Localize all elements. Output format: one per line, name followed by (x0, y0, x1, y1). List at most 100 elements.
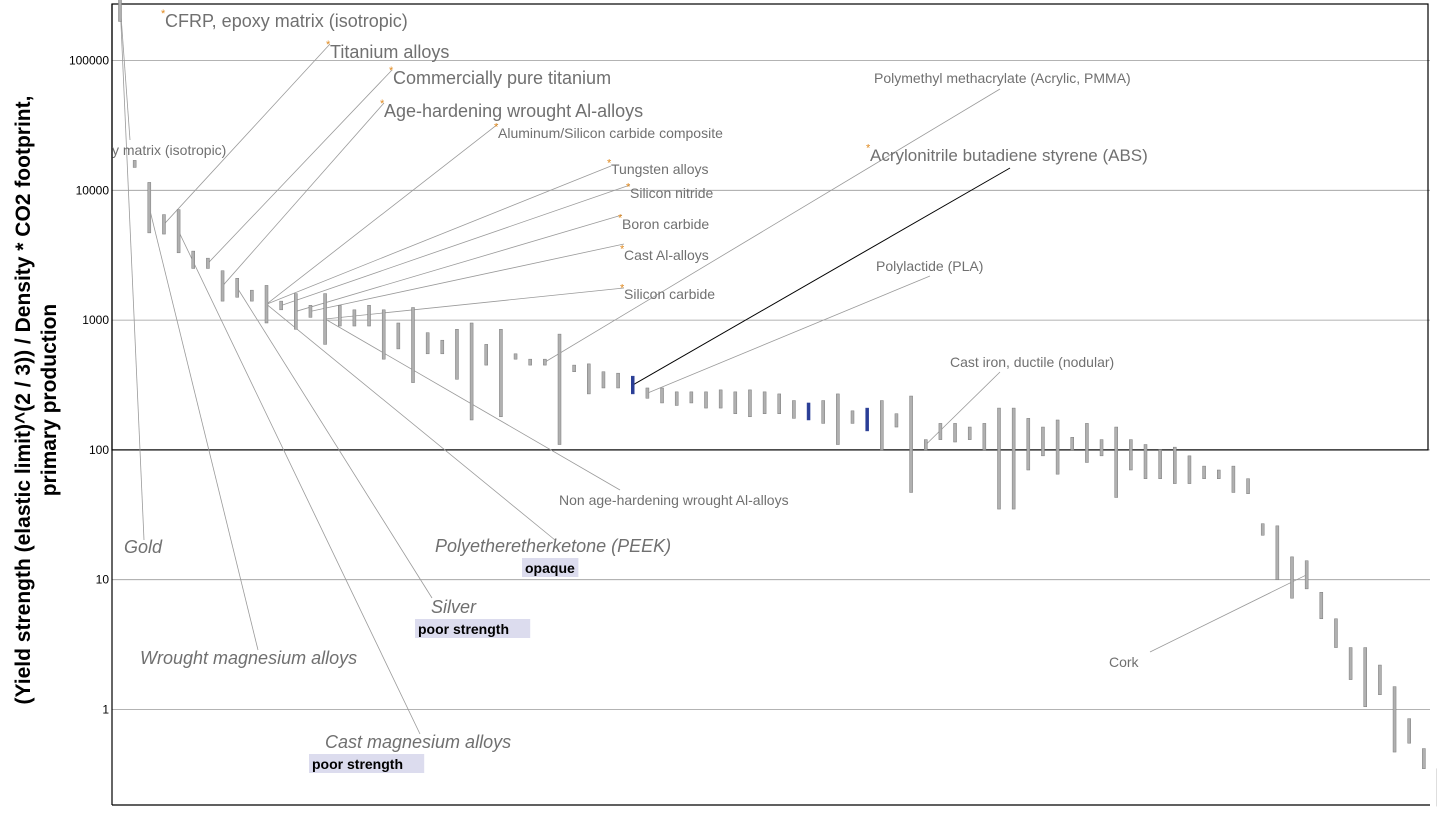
range-bar[interactable] (1055, 419, 1060, 475)
range-bar[interactable] (1114, 426, 1118, 498)
range-bar[interactable] (1304, 560, 1309, 590)
range-bar[interactable] (147, 182, 152, 234)
range-bar[interactable] (1231, 465, 1236, 493)
annotation-label[interactable]: Age-hardening wrought Al-alloys (384, 101, 643, 121)
range-bar[interactable] (323, 293, 327, 345)
range-bar[interactable] (733, 391, 738, 414)
range-bar[interactable] (865, 407, 869, 432)
range-bar[interactable] (1085, 423, 1089, 463)
range-bar[interactable] (220, 270, 225, 302)
annotation-label[interactable]: Silicon nitride (630, 185, 713, 201)
range-bar[interactable] (660, 387, 664, 404)
annotation-label[interactable]: Commercially pure titanium (393, 68, 611, 88)
range-bar[interactable] (909, 395, 913, 493)
range-bar[interactable] (1246, 478, 1250, 494)
range-bar[interactable] (748, 389, 752, 418)
range-bar[interactable] (338, 305, 342, 327)
range-bar[interactable] (1026, 418, 1031, 471)
range-bar[interactable] (1290, 556, 1294, 599)
range-bar[interactable] (850, 410, 855, 424)
annotation-label[interactable]: Silicon carbide (624, 286, 715, 302)
range-bar[interactable] (1378, 664, 1382, 695)
range-bar[interactable] (674, 391, 679, 406)
range-bar[interactable] (1070, 437, 1074, 451)
range-bar[interactable] (704, 391, 708, 409)
range-bar[interactable] (1275, 525, 1280, 580)
range-bar[interactable] (1202, 465, 1206, 479)
range-bar[interactable] (191, 250, 195, 269)
annotation-label[interactable]: Silver (431, 597, 477, 617)
annotation-label[interactable]: Cast iron, ductile (nodular) (950, 354, 1114, 370)
range-bar[interactable] (1260, 523, 1265, 536)
range-bar[interactable] (308, 305, 313, 318)
range-bar[interactable] (894, 413, 899, 428)
annotation-label[interactable]: CFRP, epoxy matrix (isotropic) (165, 11, 408, 31)
range-bar[interactable] (718, 389, 723, 409)
annotation-label[interactable]: Gold (124, 537, 163, 557)
annotation-label[interactable]: Aluminum/Silicon carbide composite (498, 125, 723, 141)
range-bar[interactable] (264, 285, 269, 324)
range-bar[interactable] (469, 322, 474, 421)
range-bar[interactable] (777, 393, 781, 414)
range-bar[interactable] (1334, 618, 1338, 648)
range-bar[interactable] (1099, 439, 1104, 457)
range-bar[interactable] (616, 372, 620, 389)
range-bar[interactable] (689, 391, 694, 404)
range-bar[interactable] (206, 257, 210, 269)
range-bar[interactable] (1422, 748, 1426, 769)
range-bar[interactable] (411, 307, 415, 383)
range-bar[interactable] (440, 339, 445, 355)
range-bar[interactable] (425, 332, 430, 355)
range-bar[interactable] (762, 391, 767, 414)
range-bar[interactable] (176, 209, 181, 254)
annotation-label[interactable]: Tungsten alloys (611, 161, 709, 177)
range-bar[interactable] (601, 371, 606, 389)
range-bar[interactable] (1129, 439, 1133, 471)
range-bar[interactable] (162, 214, 166, 235)
annotation-label[interactable]: y matrix (isotropic) (112, 142, 226, 158)
range-bar[interactable] (455, 329, 459, 380)
range-bar[interactable] (1011, 407, 1016, 510)
range-bar[interactable] (938, 423, 943, 440)
range-bar[interactable] (792, 400, 796, 419)
annotation-label[interactable]: Cast magnesium alloys (325, 732, 511, 752)
range-bar[interactable] (279, 300, 283, 311)
range-bar[interactable] (1363, 647, 1367, 707)
range-bar[interactable] (250, 289, 254, 302)
range-bar[interactable] (1158, 449, 1162, 479)
annotation-label[interactable]: Polyetheretherketone (PEEK) (435, 536, 671, 556)
range-bar[interactable] (484, 344, 488, 366)
range-bar[interactable] (1392, 686, 1397, 753)
range-bar[interactable] (982, 423, 987, 451)
range-bar[interactable] (924, 439, 928, 451)
range-bar[interactable] (880, 400, 884, 451)
annotation-label[interactable]: Cork (1109, 654, 1140, 670)
range-bar[interactable] (367, 305, 371, 327)
range-bar[interactable] (1217, 469, 1221, 479)
range-bar[interactable] (967, 426, 972, 440)
range-bar[interactable] (1173, 446, 1177, 484)
range-bar[interactable] (528, 358, 532, 366)
range-bar[interactable] (294, 293, 298, 330)
range-bar[interactable] (352, 309, 357, 327)
range-bar[interactable] (235, 278, 239, 298)
range-bar[interactable] (1348, 647, 1353, 680)
range-bar[interactable] (1187, 455, 1192, 484)
annotation-label[interactable]: Polymethyl methacrylate (Acrylic, PMMA) (874, 70, 1131, 86)
annotation-label[interactable]: Boron carbide (622, 216, 709, 232)
annotation-label[interactable]: Polylactide (PLA) (876, 258, 983, 274)
range-bar[interactable] (1143, 444, 1148, 479)
range-bar[interactable] (806, 402, 811, 421)
annotation-label[interactable]: Acrylonitrile butadiene styrene (ABS) (870, 146, 1148, 165)
range-bar[interactable] (381, 309, 386, 360)
range-bar[interactable] (997, 407, 1001, 510)
range-bar[interactable] (836, 393, 840, 445)
range-bar[interactable] (132, 160, 137, 168)
range-bar[interactable] (631, 375, 635, 395)
range-bar[interactable] (1041, 426, 1045, 457)
range-bar[interactable] (118, 0, 122, 22)
annotation-label[interactable]: Cast Al-alloys (624, 247, 709, 263)
range-bar[interactable] (396, 322, 401, 350)
range-bar[interactable] (645, 387, 650, 399)
range-bar[interactable] (572, 364, 576, 373)
